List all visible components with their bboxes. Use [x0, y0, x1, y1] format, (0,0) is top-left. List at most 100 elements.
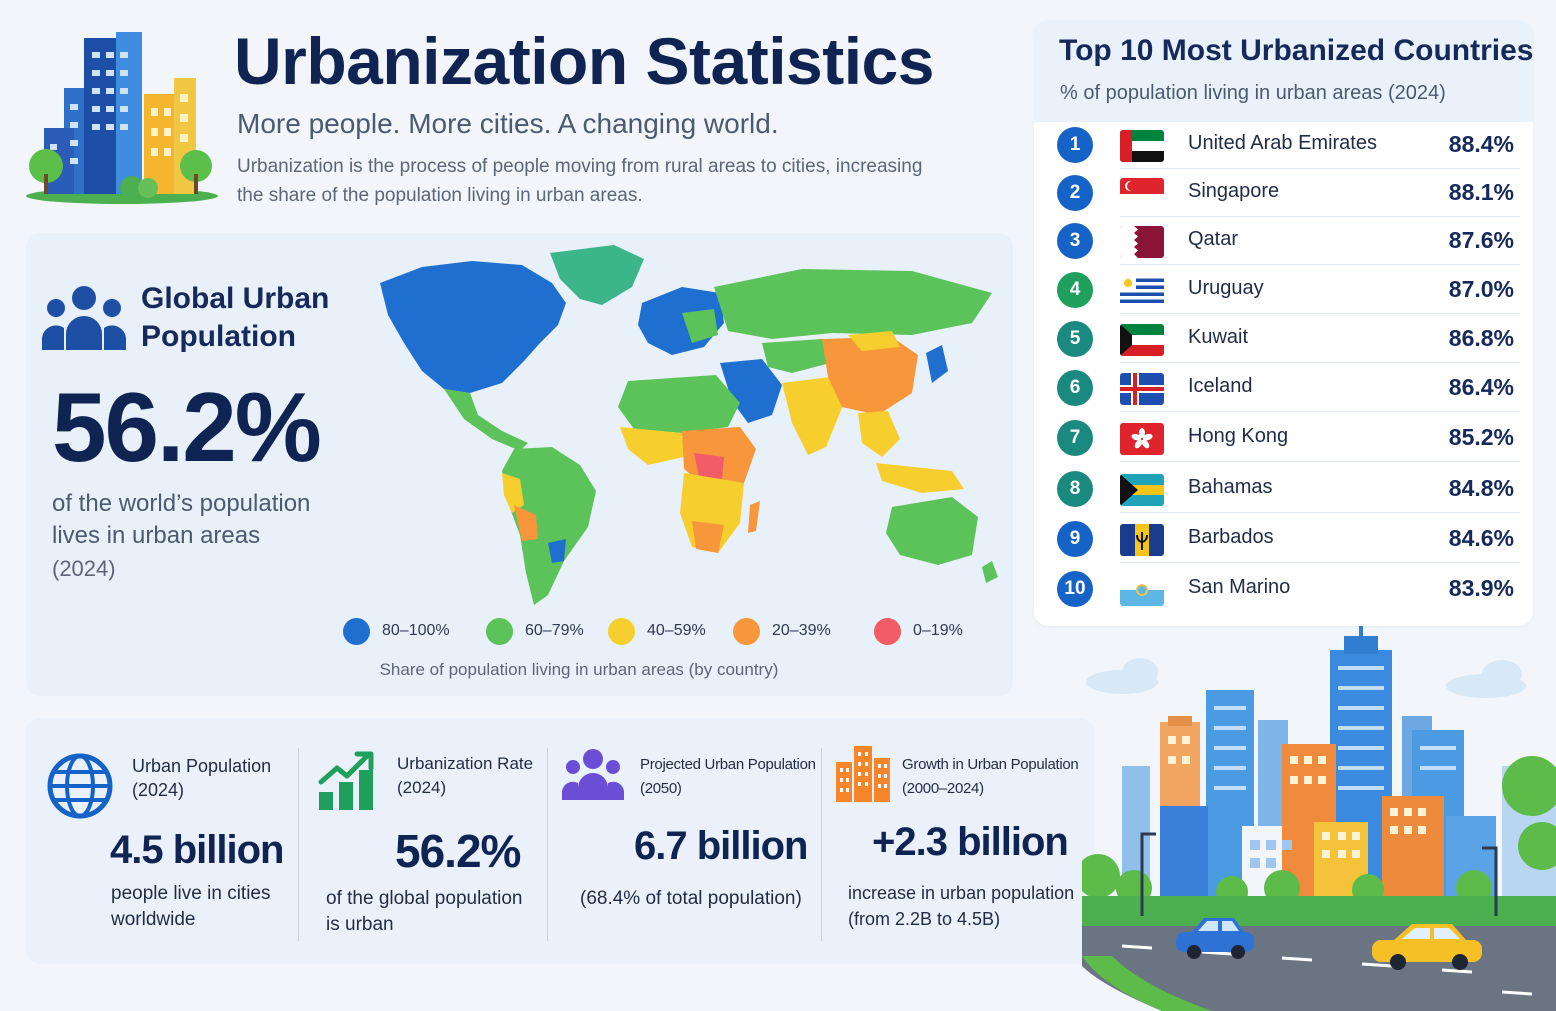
page-description: Urbanization is the process of people mo…	[237, 156, 923, 206]
legend-dot	[733, 617, 760, 645]
map-region-india	[782, 377, 844, 455]
people-group-icon	[562, 749, 624, 800]
country-name: United Arab Emirates	[1188, 132, 1377, 154]
map-region-north-america	[380, 261, 566, 393]
top10-subtitle: % of population living in urban areas (2…	[1060, 82, 1446, 104]
rank-badge: 5	[1057, 321, 1093, 357]
country-name: Uruguay	[1188, 277, 1264, 299]
map-region-central-america	[444, 389, 528, 451]
stat-title: Urbanization Rate (2024)	[397, 754, 534, 797]
legend-dot	[343, 617, 370, 645]
urban-percent: 84.8%	[1448, 475, 1514, 501]
rank-badge: 8	[1057, 471, 1093, 507]
ranking-row: 9 Barbados 84.6%	[1050, 514, 1520, 563]
ranking-row: 5 Kuwait 86.8%	[1050, 314, 1520, 363]
map-region-north-africa	[618, 375, 740, 433]
stat-value: 4.5 billion	[110, 828, 284, 872]
global-urban-title: Global Urban Population	[141, 282, 330, 353]
qatar-flag-icon	[1120, 226, 1164, 258]
legend-item: 80–100%	[343, 617, 450, 645]
map-legend: 80–100% 60–79% 40–59% 20–39% 0–19%	[343, 617, 983, 647]
row-divider	[1120, 512, 1520, 513]
map-region-south-america	[502, 447, 596, 605]
ranking-row: 6 Iceland 86.4%	[1050, 363, 1520, 412]
legend-item: 40–59%	[608, 617, 706, 645]
stat-title: Growth in Urban Population (2000–2024)	[902, 756, 1079, 797]
row-divider	[1120, 461, 1520, 462]
stat-divider	[821, 748, 822, 941]
city-buildings-illustration	[26, 32, 218, 204]
ranking-row: 10 San Marino 83.9%	[1050, 564, 1520, 613]
map-region-australia	[886, 497, 978, 565]
legend-item: 20–39%	[733, 617, 831, 645]
row-divider	[1120, 216, 1520, 217]
legend-item: 0–19%	[874, 617, 963, 645]
barbados-flag-icon	[1120, 524, 1164, 556]
map-region-west-africa	[620, 427, 684, 465]
country-name: Hong Kong	[1188, 425, 1289, 447]
legend-dot	[486, 617, 513, 645]
page-title: Urbanization Statistics	[234, 24, 934, 98]
city-street-illustration	[1082, 626, 1556, 1011]
ranking-row: 1 United Arab Emirates 88.4%	[1050, 120, 1520, 169]
stat-value: +2.3 billion	[872, 820, 1069, 864]
legend-label: 40–59%	[647, 622, 706, 639]
people-group-icon	[42, 286, 126, 350]
bahamas-flag-icon	[1120, 474, 1164, 506]
ranking-row: 4 Uruguay 87.0%	[1050, 265, 1520, 314]
legend-label: 80–100%	[382, 622, 450, 639]
rank-badge: 3	[1057, 223, 1093, 259]
top10-panel	[1034, 20, 1533, 626]
row-divider	[1120, 168, 1520, 169]
country-name: Singapore	[1188, 180, 1280, 202]
country-name: San Marino	[1188, 576, 1291, 598]
map-region-greenland	[550, 245, 644, 305]
stat-text: increase in urban population (from 2.2B …	[848, 883, 1075, 929]
urban-percent: 85.2%	[1448, 424, 1514, 450]
rank-badge: 6	[1057, 370, 1093, 406]
country-name: Bahamas	[1188, 476, 1273, 498]
hong-kong-flag-icon	[1120, 423, 1164, 455]
urban-percent: 86.8%	[1448, 325, 1514, 351]
buildings-icon	[836, 746, 890, 802]
rank-badge: 4	[1057, 272, 1093, 308]
san-marino-flag-icon	[1120, 574, 1164, 606]
world-urbanization-map	[380, 245, 998, 605]
map-region-middle-east	[720, 359, 782, 423]
iceland-flag-icon	[1120, 373, 1164, 405]
stat-value: 6.7 billion	[634, 824, 808, 868]
country-name: Barbados	[1188, 526, 1274, 548]
legend-dot	[608, 617, 635, 645]
stat-title: Urban Population (2024)	[132, 756, 272, 800]
growth-chart-icon	[318, 751, 374, 810]
urban-percent: 84.6%	[1448, 525, 1514, 551]
stat-text: (68.4% of total population)	[580, 888, 802, 909]
legend-label: 0–19%	[913, 622, 963, 639]
kuwait-flag-icon	[1120, 324, 1164, 356]
stat-divider	[547, 748, 548, 941]
map-region-north-asia	[714, 269, 992, 339]
singapore-flag-icon	[1120, 178, 1164, 210]
stats-panel	[26, 718, 1094, 964]
stat-divider	[298, 748, 299, 941]
globe-icon	[47, 753, 113, 819]
uruguay-flag-icon	[1120, 275, 1164, 307]
rank-badge: 10	[1057, 571, 1093, 607]
stat-text: of the global population is urban	[326, 888, 523, 935]
urban-percent: 87.6%	[1448, 227, 1514, 253]
map-region-china	[822, 337, 918, 415]
uae-flag-icon	[1120, 130, 1164, 162]
top10-header	[1034, 20, 1533, 122]
top10-title: Top 10 Most Urbanized Countries	[1059, 34, 1534, 67]
page-subtitle: More people. More cities. A changing wor…	[237, 108, 779, 139]
global-urban-text: of the world’s population lives in urban…	[52, 490, 311, 549]
rank-badge: 7	[1057, 420, 1093, 456]
stat-value: 56.2%	[395, 825, 521, 877]
row-divider	[1120, 362, 1520, 363]
country-name: Iceland	[1188, 375, 1253, 397]
legend-label: 60–79%	[525, 622, 584, 639]
legend-item: 60–79%	[486, 617, 584, 645]
country-name: Kuwait	[1188, 326, 1249, 348]
ranking-row: 8 Bahamas 84.8%	[1050, 464, 1520, 513]
stat-title: Projected Urban Population (2050)	[640, 756, 816, 797]
